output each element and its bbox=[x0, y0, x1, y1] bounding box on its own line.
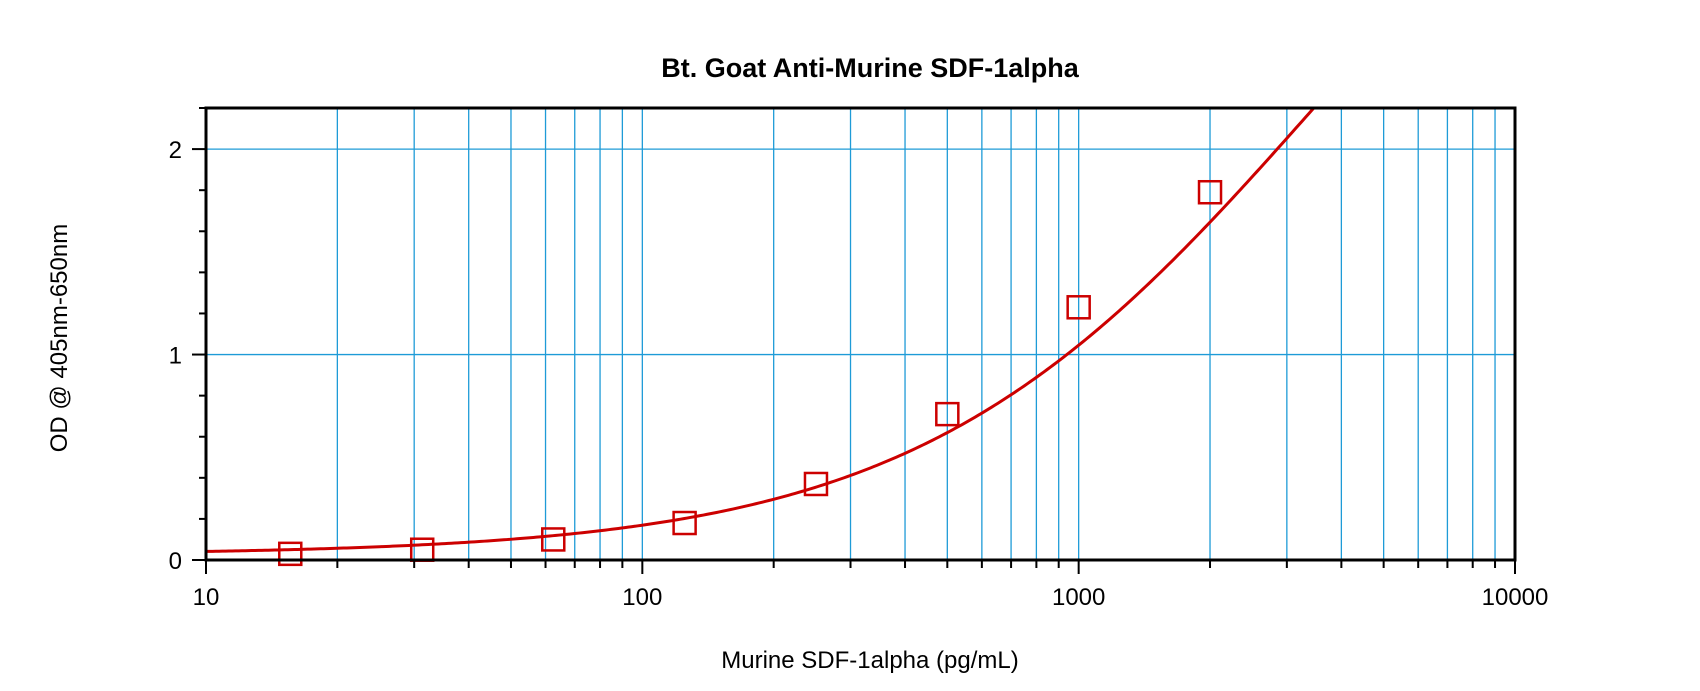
chart-title: Bt. Goat Anti-Murine SDF-1alpha bbox=[661, 53, 1079, 83]
data-point bbox=[541, 527, 566, 552]
x-tick-label: 10000 bbox=[1482, 584, 1549, 611]
data-point bbox=[1197, 179, 1223, 205]
y-tick-labels: 0 1 2 bbox=[169, 137, 182, 575]
y-tick-label: 0 bbox=[169, 548, 182, 575]
fit-curve-layer bbox=[205, 107, 1315, 553]
data-point bbox=[672, 510, 697, 536]
data-point bbox=[1066, 295, 1091, 320]
data-point bbox=[935, 401, 960, 427]
x-tick-label: 10 bbox=[193, 584, 220, 611]
fit-curve bbox=[205, 107, 1315, 553]
data-point bbox=[803, 471, 829, 497]
plot-frame bbox=[204, 106, 1517, 562]
y-tick-label: 2 bbox=[169, 137, 182, 164]
x-axis-label: Murine SDF-1alpha (pg/mL) bbox=[721, 647, 1018, 674]
data-point bbox=[278, 541, 303, 567]
data-points bbox=[278, 179, 1223, 567]
grid bbox=[206, 108, 1515, 560]
y-tick-label: 1 bbox=[169, 343, 182, 370]
y-axis-label: OD @ 405nm-650nm bbox=[46, 224, 73, 452]
x-tick-labels: 10 100 1000 10000 bbox=[193, 584, 1549, 611]
x-tick-label: 1000 bbox=[1052, 584, 1105, 611]
x-tick-label: 100 bbox=[622, 584, 662, 611]
axis-ticks bbox=[192, 107, 1516, 574]
